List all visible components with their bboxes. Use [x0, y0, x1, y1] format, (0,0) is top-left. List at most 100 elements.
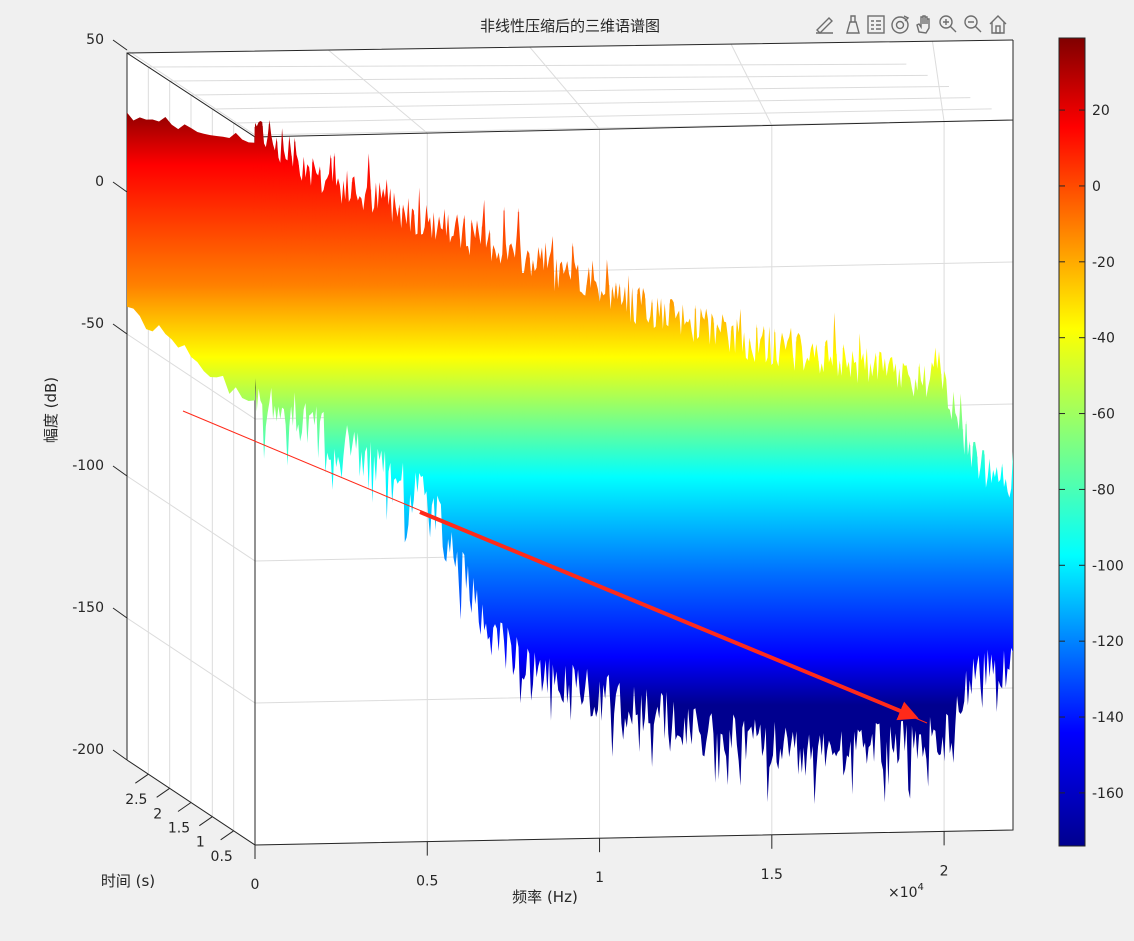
surface-striation — [543, 274, 546, 403]
surface-striation — [748, 341, 752, 481]
surface-striation — [510, 247, 513, 593]
surface-striation — [651, 302, 654, 489]
home-icon[interactable] — [989, 15, 1007, 34]
surface-striation — [1005, 482, 1008, 634]
surface-striation — [279, 166, 282, 247]
surface-striation — [860, 364, 863, 672]
surface-striation — [899, 391, 902, 590]
surface-striation — [404, 228, 408, 368]
surface-striation — [866, 386, 870, 566]
surface-striation — [614, 286, 617, 504]
surface-striation — [737, 336, 740, 672]
surface-striation — [375, 212, 379, 402]
surface-striation — [946, 412, 949, 679]
surface-striation — [689, 335, 693, 500]
surface-striation — [954, 416, 958, 685]
zoom-in-icon[interactable] — [939, 15, 957, 33]
surface-striation — [1007, 501, 1011, 577]
surface-striation — [813, 361, 817, 665]
z-tick-mark — [112, 749, 128, 761]
x-tick-label: 2 — [940, 863, 949, 879]
surface-striation — [263, 151, 267, 240]
surface-striation — [322, 193, 325, 292]
surface-striation — [455, 218, 458, 328]
surface-striation — [383, 201, 386, 277]
surface-striation — [330, 158, 333, 422]
z-tick-label: -150 — [72, 600, 104, 616]
annotation-arrow-thick — [419, 510, 919, 721]
surface-striation — [398, 208, 402, 420]
colorbar-ticks: 20 0 -20 -40 -60 -80 -100 -120 -140 -160 — [1059, 103, 1124, 802]
brush-icon[interactable] — [816, 17, 833, 34]
colorbar[interactable]: 20 0 -20 -40 -60 -80 -100 -120 -140 -160 — [1058, 37, 1124, 847]
y-tick-label: 1.5 — [168, 821, 190, 837]
y-tick-label: 1 — [196, 835, 205, 851]
x-exponent: ×104 — [888, 882, 924, 901]
colorbar-gradient — [1058, 37, 1086, 847]
surface-striation — [878, 355, 881, 653]
surface-striation — [604, 297, 608, 522]
surface-striation — [975, 456, 978, 521]
surface-striation — [312, 162, 315, 243]
surface-striation — [499, 267, 503, 494]
z-tick-label: 0 — [95, 174, 104, 190]
surface-striation — [553, 295, 557, 526]
surface-striation — [452, 239, 456, 406]
colorbar-tick-label: -140 — [1092, 710, 1124, 726]
x-gridline-top — [529, 46, 600, 130]
x-tick-label: 1 — [595, 870, 604, 886]
axes-toolbar — [816, 15, 1007, 34]
surface-striation — [653, 330, 657, 560]
x-tick-label: 0 — [251, 877, 260, 893]
surface-striation — [373, 211, 376, 339]
surface-striation — [271, 148, 274, 351]
z-tick-mark — [112, 181, 128, 193]
surface-striation — [774, 332, 777, 636]
surface-striation — [831, 370, 835, 706]
surface-striation — [756, 327, 759, 451]
zoom-out-icon[interactable] — [964, 15, 982, 33]
surface-striation — [929, 382, 932, 582]
surface-striation — [626, 315, 629, 440]
z-tick-label: -200 — [72, 742, 104, 758]
surface-striation — [719, 336, 723, 552]
z-tick-label: -50 — [81, 316, 104, 332]
surface-striation — [606, 285, 610, 627]
surface-striation — [628, 326, 632, 488]
data-tip-icon[interactable] — [846, 15, 860, 34]
surface-striation — [415, 237, 419, 396]
pan-icon[interactable] — [916, 15, 930, 34]
surface-striation — [332, 156, 336, 265]
surface-striation — [449, 246, 452, 519]
z-tick-mark — [112, 39, 128, 51]
surface-striation — [787, 340, 790, 667]
surface-striation — [314, 177, 318, 337]
surface-striation — [539, 263, 543, 578]
surface-striation — [799, 339, 803, 528]
z-tick-mark — [112, 465, 128, 477]
x-tick-label: 1.5 — [761, 867, 783, 883]
surface-striation — [368, 189, 372, 355]
surface-striation — [715, 328, 718, 499]
colorbar-tick-label: -80 — [1092, 482, 1115, 498]
surface-striation — [678, 338, 682, 606]
surface-striation — [994, 481, 997, 545]
surface-striation — [989, 487, 993, 632]
surface-striation — [640, 309, 644, 610]
legend-insert-icon[interactable] — [867, 15, 885, 34]
rotate-3d-icon[interactable] — [891, 15, 910, 34]
surface-striation — [979, 471, 983, 627]
surface-striation — [361, 214, 364, 337]
surface-striation — [906, 378, 910, 693]
surface-striation — [530, 263, 534, 477]
surface-striation — [662, 332, 665, 582]
box-top-edge — [126, 40, 1014, 138]
surface-striation — [286, 164, 289, 426]
surface-striation — [387, 209, 390, 444]
surface-striation — [911, 392, 914, 556]
surface-striation — [423, 230, 427, 375]
surface-striation — [304, 181, 308, 262]
surface-fill — [127, 112, 1013, 804]
surface-striation — [441, 233, 445, 379]
surface-striation — [343, 203, 346, 413]
